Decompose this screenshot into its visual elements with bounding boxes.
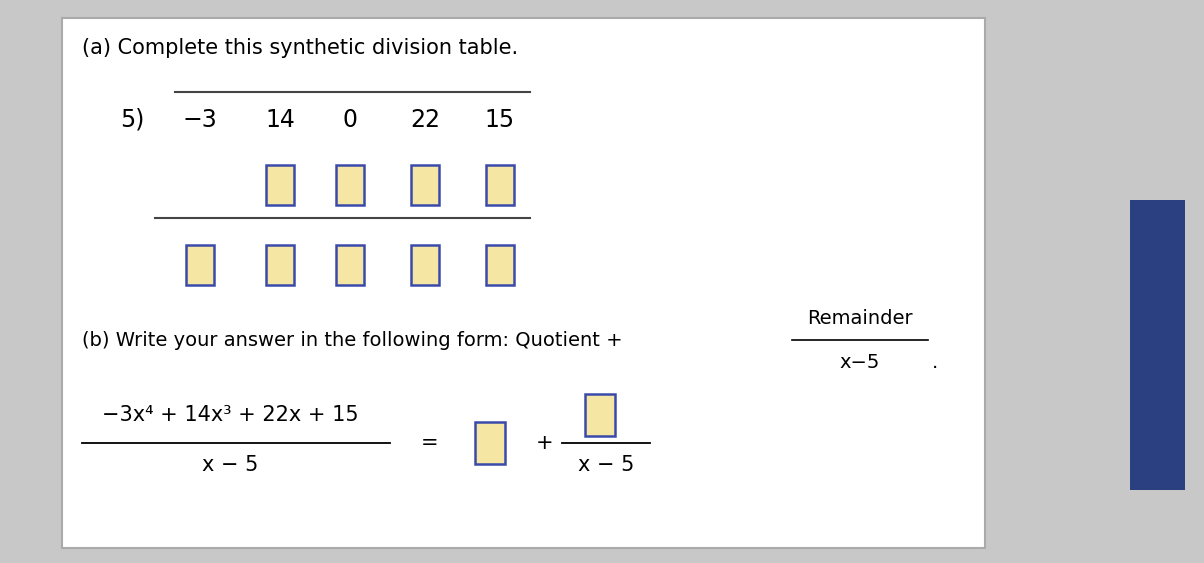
Bar — [1131, 200, 1185, 490]
Text: x − 5: x − 5 — [202, 455, 258, 475]
Text: (b) Write your answer in the following form: Quotient +: (b) Write your answer in the following f… — [82, 330, 622, 350]
Text: −3x⁴ + 14x³ + 22x + 15: −3x⁴ + 14x³ + 22x + 15 — [101, 405, 359, 425]
Text: +: + — [536, 433, 554, 453]
Bar — [266, 165, 294, 205]
Text: 14: 14 — [265, 108, 295, 132]
Text: =: = — [421, 433, 438, 453]
Bar — [61, 18, 985, 548]
Bar — [486, 165, 514, 205]
Text: Remainder: Remainder — [807, 309, 913, 328]
Bar — [336, 165, 364, 205]
Bar — [476, 422, 504, 464]
Text: 0: 0 — [342, 108, 358, 132]
Bar — [585, 394, 615, 436]
Bar — [411, 165, 439, 205]
Text: 15: 15 — [485, 108, 515, 132]
Text: x−5: x−5 — [840, 352, 880, 372]
Text: .: . — [932, 352, 938, 372]
Text: x − 5: x − 5 — [578, 455, 635, 475]
Text: (a) Complete this synthetic division table.: (a) Complete this synthetic division tab… — [82, 38, 518, 58]
Text: −3: −3 — [183, 108, 218, 132]
Bar — [185, 245, 214, 285]
Bar — [411, 245, 439, 285]
Bar — [266, 245, 294, 285]
Bar — [336, 245, 364, 285]
Bar — [486, 245, 514, 285]
Text: 5): 5) — [120, 108, 144, 132]
Text: 22: 22 — [411, 108, 439, 132]
